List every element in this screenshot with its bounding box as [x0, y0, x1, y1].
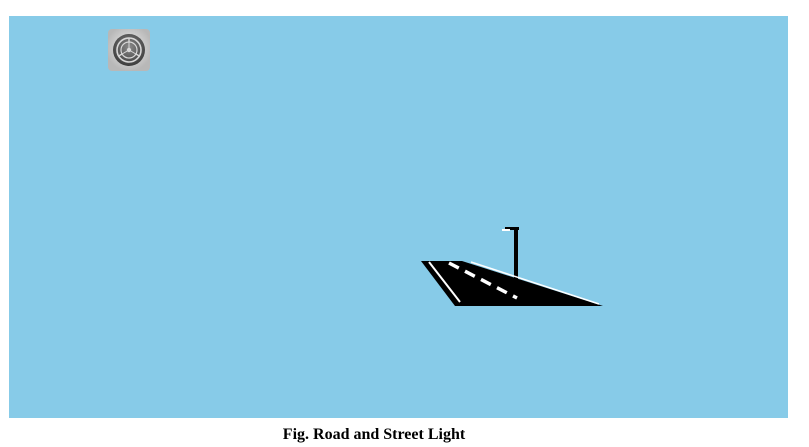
road-scene	[9, 16, 788, 418]
sky-background	[9, 16, 788, 418]
street-light-lamp	[502, 229, 510, 231]
gear-icon-graphic	[108, 29, 150, 71]
scene-canvas	[9, 16, 788, 418]
road-edge-line	[470, 261, 600, 305]
gear-icon[interactable]	[108, 29, 150, 71]
road-edge-line	[428, 261, 461, 303]
road-center-dashes	[448, 261, 518, 300]
figure-caption: Fig. Road and Street Light	[282, 426, 466, 443]
street-light-arm	[505, 227, 519, 230]
street-light	[502, 227, 519, 288]
street-light-pole	[514, 228, 518, 288]
